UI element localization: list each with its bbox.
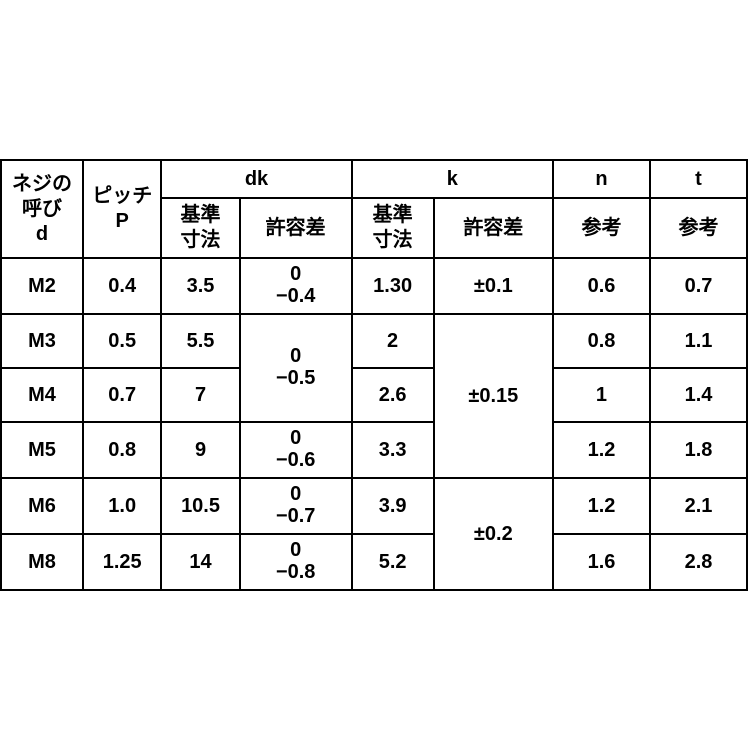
- cell-n: 1.2: [553, 422, 650, 478]
- cell-dk-std: 3.5: [161, 258, 239, 314]
- cell-k-std: 3.9: [352, 478, 434, 534]
- col-header-d: ネジの呼びd: [1, 160, 83, 258]
- cell-dk-tol: 0−0.7: [240, 478, 352, 534]
- cell-p: 0.7: [83, 368, 161, 422]
- cell-n: 0.6: [553, 258, 650, 314]
- cell-p: 1.25: [83, 534, 161, 590]
- col-sub-dk-std: 基準寸法: [161, 198, 239, 258]
- cell-t: 2.8: [650, 534, 747, 590]
- cell-n: 1.6: [553, 534, 650, 590]
- col-header-pitch: ピッチP: [83, 160, 161, 258]
- col-header-dk: dk: [161, 160, 351, 198]
- cell-dk-std: 14: [161, 534, 239, 590]
- table-body: M2 0.4 3.5 0−0.4 1.30 ±0.1 0.6 0.7 M3 0.…: [1, 258, 747, 590]
- cell-n: 0.8: [553, 314, 650, 368]
- table-row: M2 0.4 3.5 0−0.4 1.30 ±0.1 0.6 0.7: [1, 258, 747, 314]
- cell-dk-tol: 0−0.5: [240, 314, 352, 422]
- cell-dk-std: 5.5: [161, 314, 239, 368]
- cell-t: 2.1: [650, 478, 747, 534]
- cell-n: 1: [553, 368, 650, 422]
- cell-p: 0.8: [83, 422, 161, 478]
- cell-p: 0.5: [83, 314, 161, 368]
- cell-d: M5: [1, 422, 83, 478]
- table-row: M3 0.5 5.5 0−0.5 2 ±0.15 0.8 1.1: [1, 314, 747, 368]
- cell-t: 0.7: [650, 258, 747, 314]
- col-sub-n-ref: 参考: [553, 198, 650, 258]
- cell-t: 1.8: [650, 422, 747, 478]
- cell-dk-tol: 0−0.8: [240, 534, 352, 590]
- cell-dk-tol: 0−0.6: [240, 422, 352, 478]
- cell-k-tol: ±0.1: [434, 258, 553, 314]
- table-row: M8 1.25 14 0−0.8 5.2 1.6 2.8: [1, 534, 747, 590]
- cell-n: 1.2: [553, 478, 650, 534]
- col-sub-dk-tol: 許容差: [240, 198, 352, 258]
- cell-k-tol: ±0.2: [434, 478, 553, 590]
- table-row: M4 0.7 7 2.6 1 1.4: [1, 368, 747, 422]
- cell-k-std: 3.3: [352, 422, 434, 478]
- col-header-n: n: [553, 160, 650, 198]
- cell-d: M6: [1, 478, 83, 534]
- cell-dk-std: 10.5: [161, 478, 239, 534]
- cell-k-std: 5.2: [352, 534, 434, 590]
- spec-table: ネジの呼びd ピッチP dk k n t 基準寸法 許容差 基準寸法 許容差 参…: [0, 159, 748, 591]
- table-row: M5 0.8 9 0−0.6 3.3 1.2 1.8: [1, 422, 747, 478]
- col-header-k: k: [352, 160, 553, 198]
- cell-t: 1.1: [650, 314, 747, 368]
- cell-p: 1.0: [83, 478, 161, 534]
- col-sub-t-ref: 参考: [650, 198, 747, 258]
- cell-d: M8: [1, 534, 83, 590]
- cell-k-std: 2.6: [352, 368, 434, 422]
- cell-k-std: 2: [352, 314, 434, 368]
- table-row: M6 1.0 10.5 0−0.7 3.9 ±0.2 1.2 2.1: [1, 478, 747, 534]
- cell-dk-std: 9: [161, 422, 239, 478]
- cell-d: M4: [1, 368, 83, 422]
- cell-dk-tol: 0−0.4: [240, 258, 352, 314]
- table-container: ネジの呼びd ピッチP dk k n t 基準寸法 許容差 基準寸法 許容差 参…: [0, 159, 748, 591]
- col-sub-k-std: 基準寸法: [352, 198, 434, 258]
- col-sub-k-tol: 許容差: [434, 198, 553, 258]
- cell-dk-std: 7: [161, 368, 239, 422]
- col-header-t: t: [650, 160, 747, 198]
- cell-k-std: 1.30: [352, 258, 434, 314]
- cell-d: M2: [1, 258, 83, 314]
- cell-k-tol: ±0.15: [434, 314, 553, 478]
- cell-t: 1.4: [650, 368, 747, 422]
- cell-p: 0.4: [83, 258, 161, 314]
- cell-d: M3: [1, 314, 83, 368]
